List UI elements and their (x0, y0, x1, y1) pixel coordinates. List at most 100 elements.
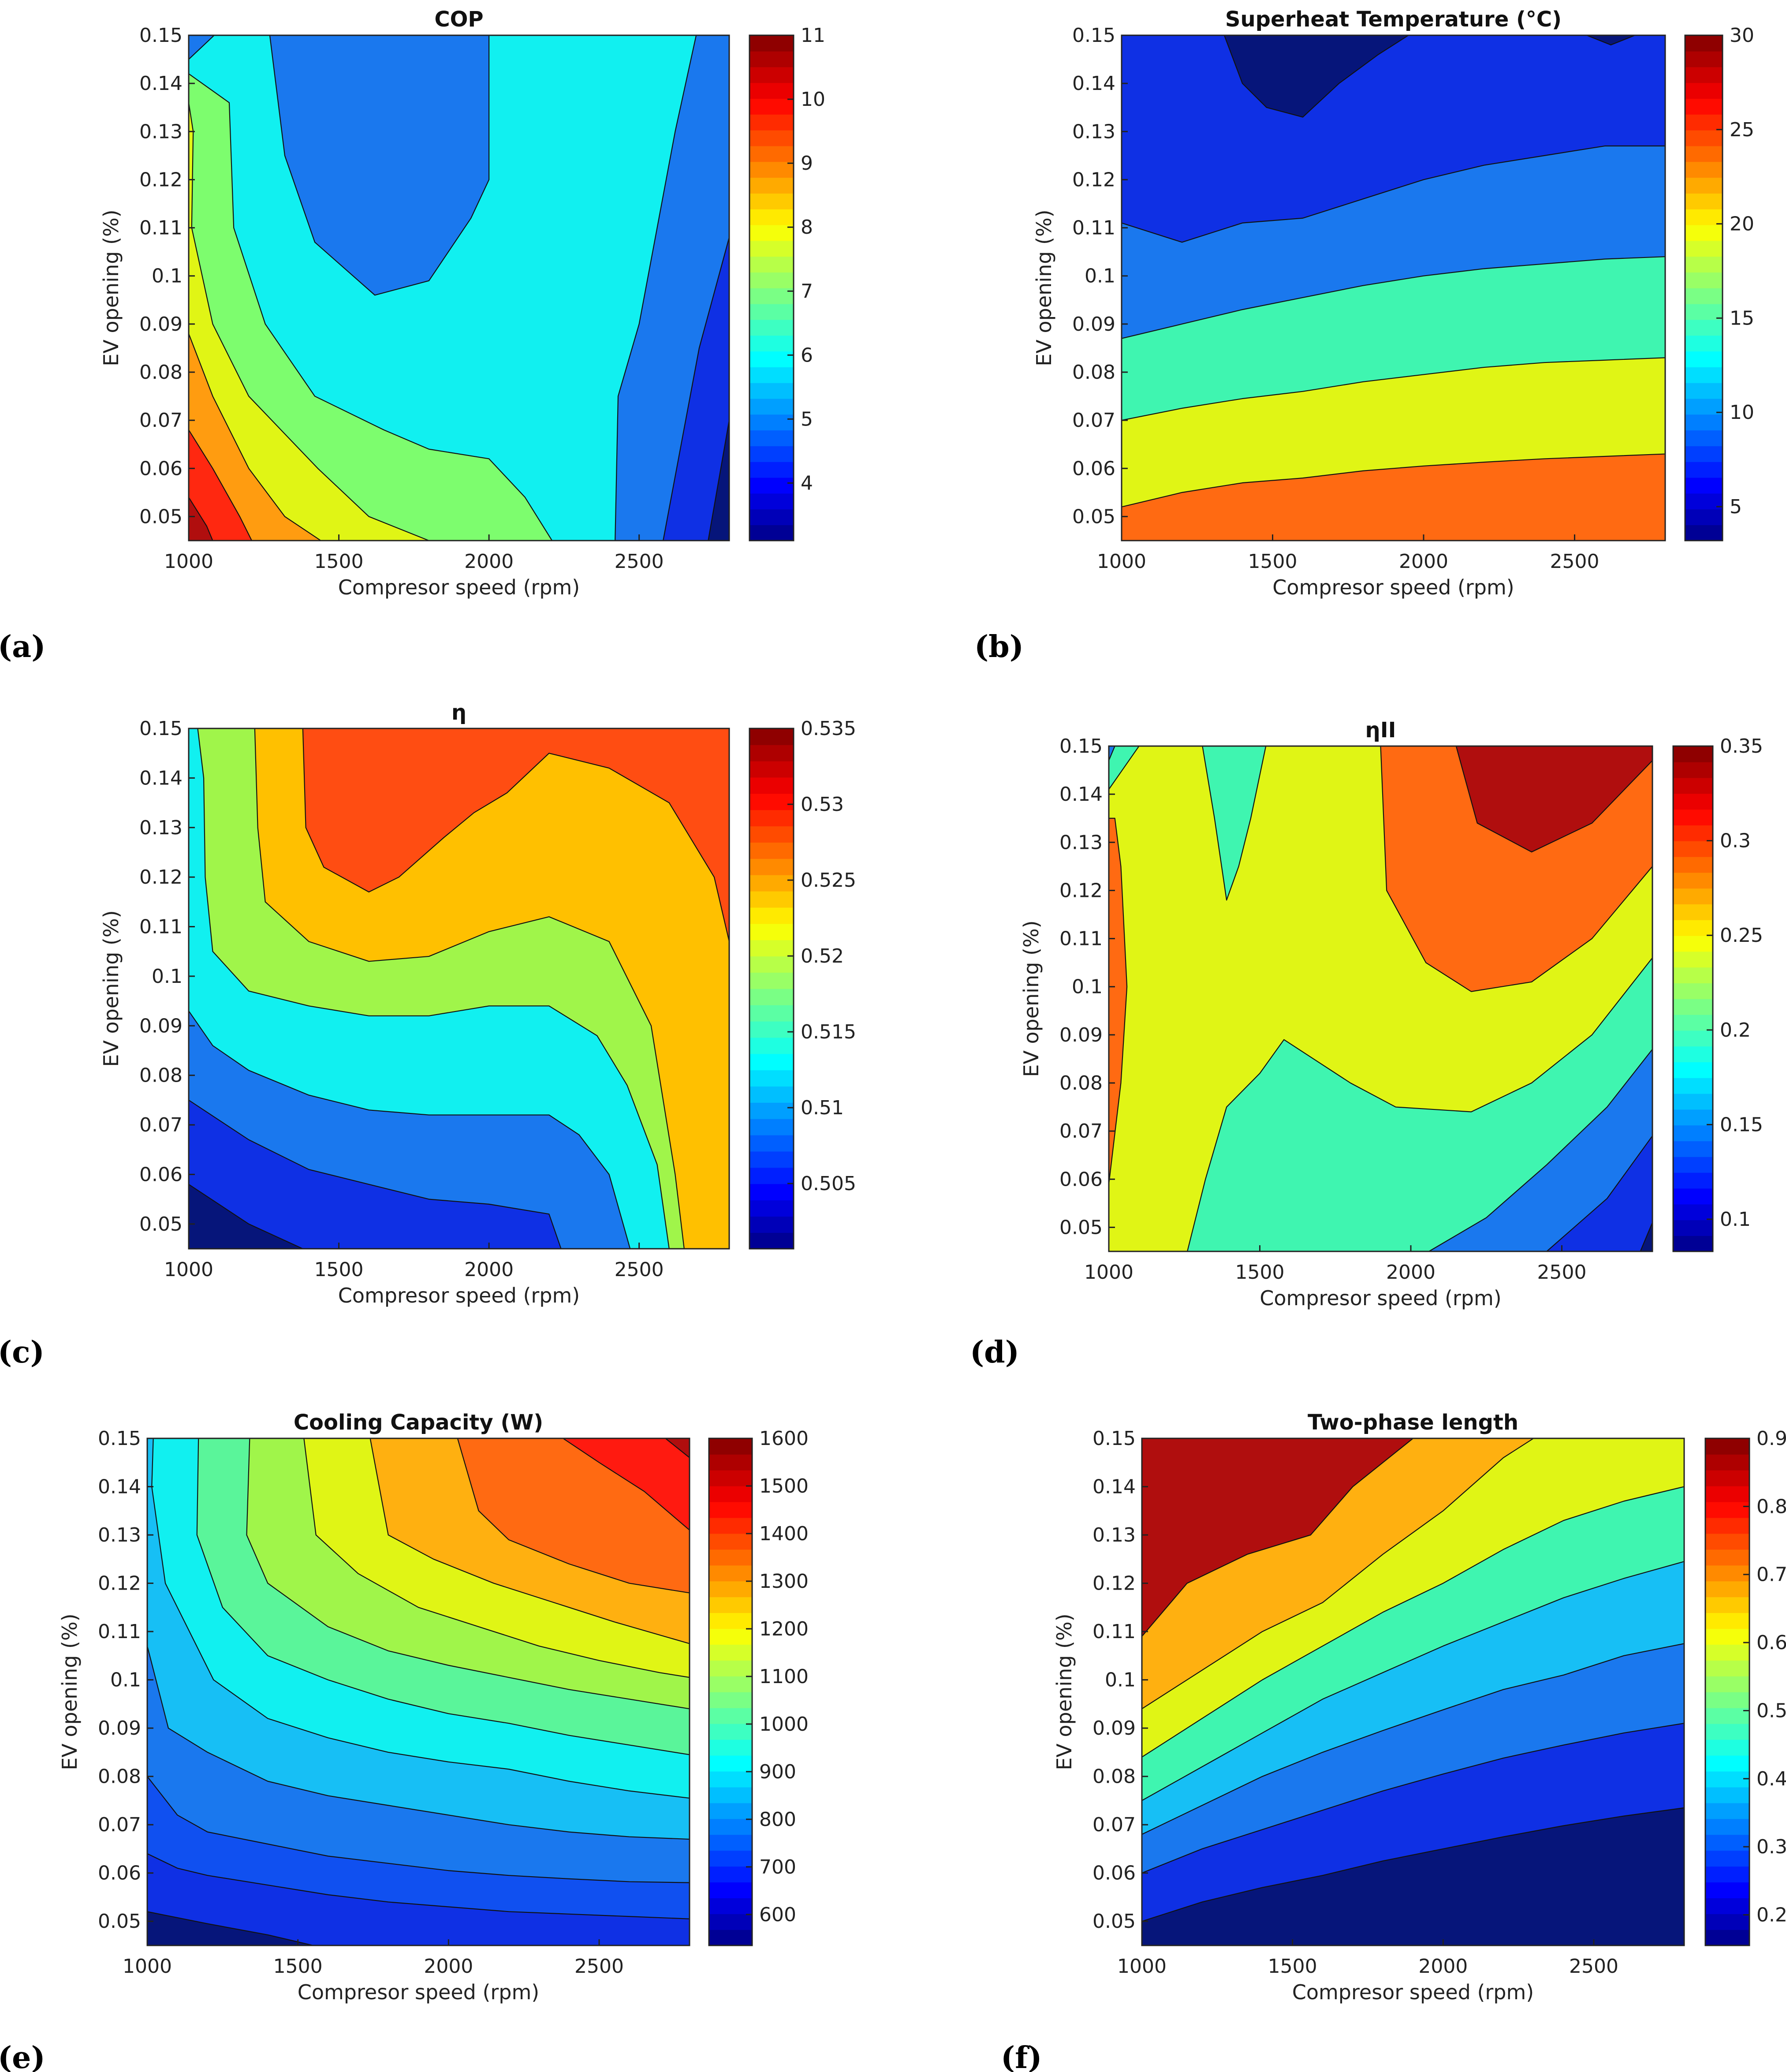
y-tick-label: 0.15 (1059, 735, 1103, 758)
colorbar-tick-label: 25 (1730, 119, 1754, 141)
colorbar-tick-label: 11 (801, 24, 825, 47)
colorbar-swatch (709, 1803, 752, 1819)
colorbar-swatch (749, 98, 794, 115)
colorbar-swatch (1685, 224, 1723, 241)
colorbar-swatch (1673, 1093, 1713, 1110)
colorbar-swatch (1673, 1109, 1713, 1126)
colorbar-tick-label: 1500 (759, 1475, 809, 1497)
colorbar-swatch (709, 1818, 752, 1835)
y-tick-label: 0.14 (1092, 1476, 1136, 1498)
colorbar-swatch (1685, 414, 1723, 431)
colorbar-tick-label: 10 (1730, 401, 1754, 424)
y-tick-label: 0.08 (139, 1064, 183, 1087)
colorbar-tick-label: 0.5 (1756, 1699, 1786, 1722)
colorbar: 0.2 0.3 0.4 0.5 0.6 0.7 0.8 0.9 (1704, 1427, 1786, 1946)
colorbar-swatch (1705, 1438, 1749, 1455)
colorbar-swatch (749, 1216, 794, 1233)
y-tick-label: 0.05 (1059, 1216, 1103, 1239)
colorbar-swatch (1685, 303, 1723, 320)
y-tick-label: 0.1 (1085, 265, 1115, 287)
colorbar-swatch (749, 1021, 794, 1038)
colorbar-swatch (749, 989, 794, 1005)
colorbar-swatch (749, 1037, 794, 1054)
colorbar-swatch (749, 810, 794, 827)
y-tick-label: 0.11 (139, 916, 183, 938)
colorbar-swatch (709, 1882, 752, 1898)
colorbar-tick-label: 0.3 (1720, 830, 1751, 852)
y-tick-label: 0.1 (152, 965, 183, 988)
chart-title: COP (434, 7, 483, 32)
colorbar-tick-label: 0.515 (801, 1021, 856, 1043)
colorbar-swatch (709, 1549, 752, 1566)
colorbar-frame (708, 1437, 753, 1946)
colorbar-swatch (1673, 1062, 1713, 1078)
colorbar-swatch (709, 1723, 752, 1740)
chart-panel-b: 1000 1500 2000 2500 0.05 0.06 0.07 0.08 0.09 0.1 0… (1032, 7, 1754, 599)
colorbar-swatch (749, 793, 794, 810)
colorbar-swatch (749, 859, 794, 875)
x-axis-label: Compresor speed (rpm) (1272, 575, 1514, 599)
colorbar-swatch (709, 1676, 752, 1692)
x-tick-label: 2500 (1569, 1955, 1618, 1978)
colorbar-tick-label: 8 (801, 216, 813, 239)
colorbar-swatch (1685, 351, 1723, 367)
x-tick-label: 1000 (164, 550, 213, 573)
contour-regions (1109, 746, 1652, 1251)
y-tick-label: 0.07 (1059, 1120, 1103, 1142)
colorbar-swatch (709, 1850, 752, 1867)
colorbar-swatch (1685, 35, 1723, 52)
colorbar-swatch (749, 303, 794, 320)
colorbar-frame (1704, 1437, 1750, 1946)
colorbar-tick-label: 0.2 (1720, 1019, 1751, 1042)
y-tick-label: 0.07 (139, 1114, 183, 1136)
colorbar-swatch (749, 1102, 794, 1119)
plot-frame (146, 1437, 690, 1946)
contour-regions (189, 35, 729, 541)
colorbar-tick-label: 0.15 (1720, 1113, 1763, 1136)
y-axis-label: EV opening (%) (1052, 1613, 1076, 1770)
x-tick-label: 1500 (314, 550, 364, 573)
contour-region-5 (1223, 35, 1409, 118)
colorbar-swatch (1685, 461, 1723, 478)
contour-regions (1122, 35, 1665, 541)
colorbar-tick-label: 900 (759, 1761, 796, 1783)
colorbar-swatch (1705, 1565, 1749, 1582)
colorbar-swatch (709, 1866, 752, 1883)
contour-region-6 (1586, 35, 1636, 45)
y-tick-label: 0.15 (139, 717, 183, 740)
colorbar-swatch (709, 1660, 752, 1676)
y-tick-label: 0.15 (139, 24, 183, 47)
colorbar-swatch (1705, 1549, 1749, 1566)
colorbar-swatch (1705, 1628, 1749, 1645)
colorbar-swatch (749, 35, 794, 52)
x-tick-label: 1000 (1084, 1261, 1133, 1284)
colorbar-tick-label: 1600 (759, 1427, 809, 1450)
colorbar-swatch (749, 728, 794, 745)
x-tick-label: 2000 (1386, 1261, 1436, 1284)
y-tick-label: 0.13 (1059, 831, 1103, 854)
colorbar-swatch (1673, 951, 1713, 968)
x-tick-label: 1500 (1235, 1261, 1285, 1284)
colorbar-swatch (1685, 177, 1723, 194)
colorbar-swatch (749, 907, 794, 924)
panel-labels: (a) (b) (c) (d) (e) (f) (0, 629, 1042, 2072)
contour-region-4 (1109, 746, 1115, 761)
y-axis-label: EV opening (%) (1032, 209, 1056, 366)
y-tick-label: 0.05 (139, 1213, 183, 1236)
y-tick-label: 0.07 (98, 1814, 141, 1836)
colorbar-swatch (749, 1086, 794, 1103)
panel-label-b: (b) (974, 629, 1024, 665)
colorbar-swatch (1685, 493, 1723, 510)
colorbar-swatch (749, 1232, 794, 1249)
colorbar-swatch (1673, 840, 1713, 857)
y-tick-label: 0.12 (98, 1572, 141, 1595)
y-tick-label: 0.07 (1072, 409, 1115, 432)
y-tick-label: 0.09 (139, 1015, 183, 1037)
panel-label-f: (f) (1001, 2040, 1042, 2072)
y-tick-label: 0.14 (139, 72, 183, 95)
colorbar-swatch (749, 1053, 794, 1071)
colorbar-tick-label: 1100 (759, 1665, 809, 1688)
colorbar-tick-label: 0.52 (801, 945, 844, 967)
plot-frame (1121, 34, 1666, 541)
y-tick-label: 0.06 (1072, 457, 1115, 480)
